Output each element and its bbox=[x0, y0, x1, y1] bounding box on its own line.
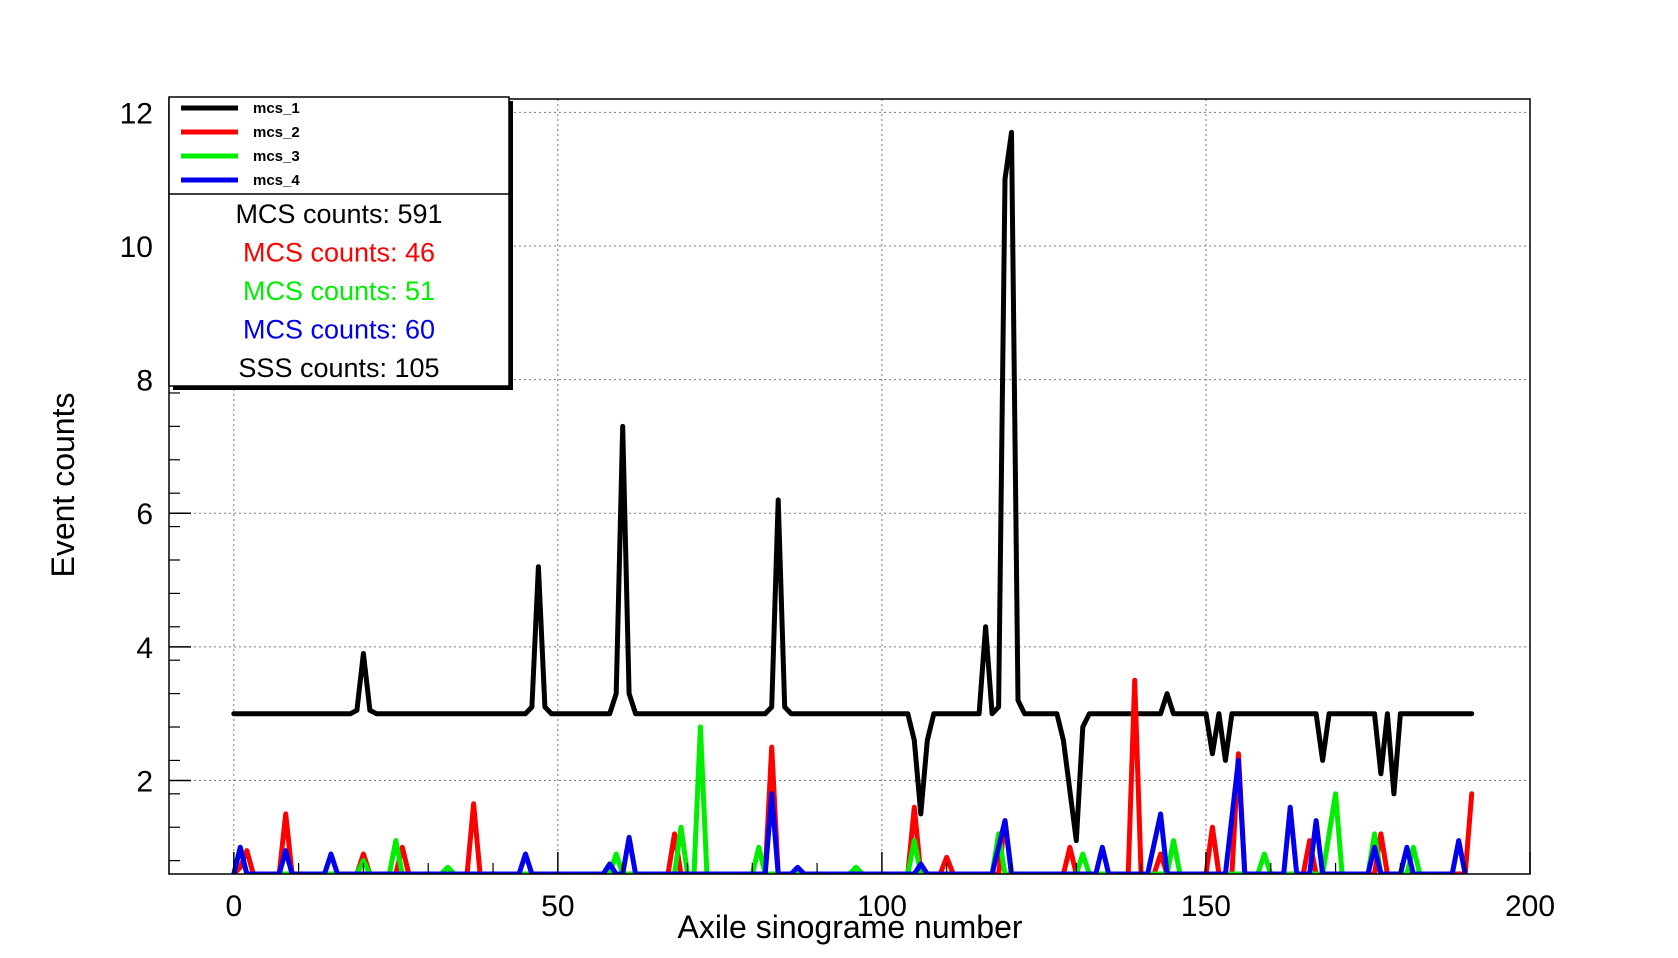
y-axis-title: Event counts bbox=[45, 393, 81, 578]
series-line-mcs-3 bbox=[231, 724, 1423, 874]
legend-label: mcs_4 bbox=[253, 172, 300, 189]
y-tick-label: 4 bbox=[136, 632, 153, 665]
y-tick-label: 2 bbox=[136, 765, 153, 798]
stat-line: MCS counts: 51 bbox=[243, 276, 435, 306]
legend-label: mcs_3 bbox=[253, 148, 300, 165]
y-tick-label: 6 bbox=[136, 498, 153, 531]
stat-line: MCS counts: 46 bbox=[243, 238, 435, 268]
stat-line: MCS counts: 591 bbox=[235, 199, 442, 229]
x-tick-label: 0 bbox=[225, 890, 242, 923]
stat-line: MCS counts: 60 bbox=[243, 315, 435, 345]
y-tick-label: 10 bbox=[120, 231, 153, 264]
legend-label: mcs_1 bbox=[253, 100, 300, 117]
legend: mcs_1 mcs_2 mcs_3 mcs_4 MCS counts: 591 MCS … bbox=[168, 96, 513, 390]
series-group bbox=[231, 129, 1475, 874]
legend-box bbox=[168, 96, 510, 387]
x-tick-label: 200 bbox=[1505, 890, 1555, 923]
x-tick-label: 100 bbox=[857, 890, 907, 923]
legend-label: mcs_2 bbox=[253, 124, 300, 141]
stat-line: SSS counts: 105 bbox=[238, 353, 439, 383]
axes: 0 50 100 150 200 2 4 6 8 10 12 bbox=[120, 97, 1555, 923]
series-line-mcs-1 bbox=[231, 129, 1475, 844]
x-axis-title: Axile sinograme number bbox=[677, 909, 1022, 945]
y-tick-label: 12 bbox=[120, 97, 153, 130]
plot-frame bbox=[168, 98, 1531, 875]
x-tick-label: 50 bbox=[541, 890, 574, 923]
y-tick-label: 8 bbox=[136, 365, 153, 398]
x-tick-label: 150 bbox=[1181, 890, 1231, 923]
